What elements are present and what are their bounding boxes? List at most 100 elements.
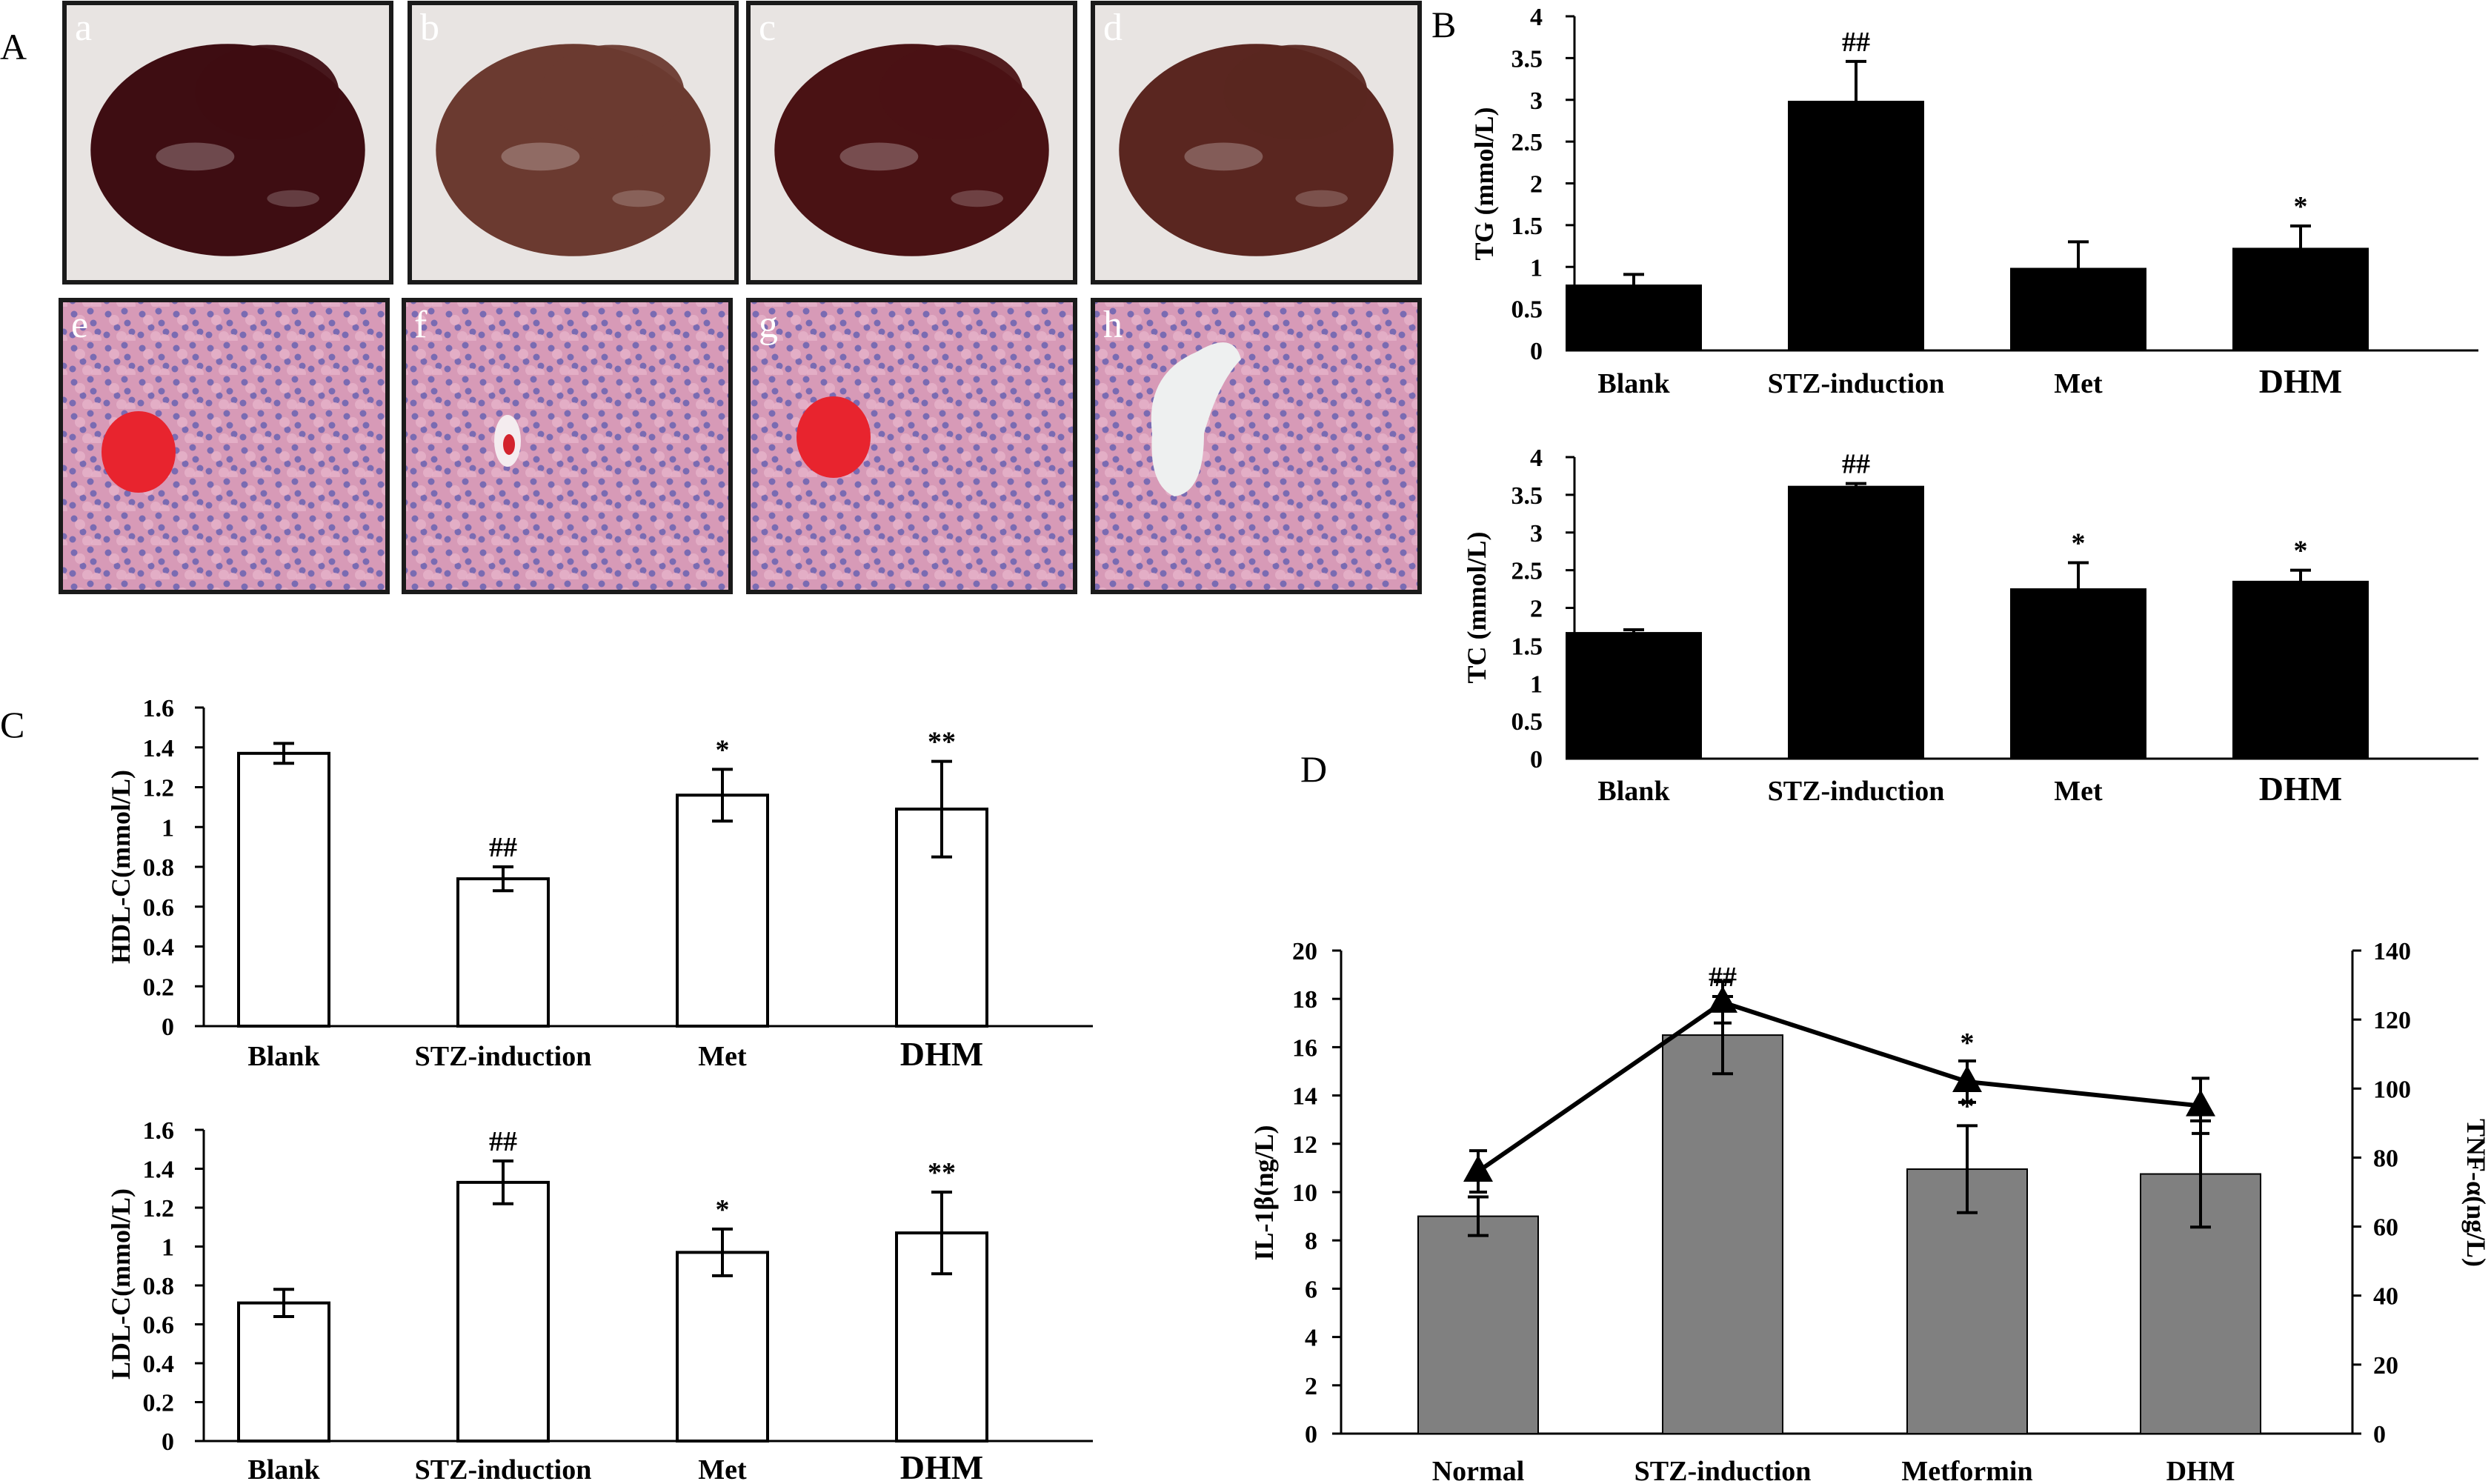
photo-frame [1091,298,1422,594]
x-category-label: STZ-induction [1768,368,1945,399]
significance-label: ** [928,727,956,758]
photo-g: g [746,298,1077,594]
x-category-label: Met [698,1041,747,1072]
x-category-label: Blank [1597,776,1670,807]
blood-vessel [503,434,515,455]
blood-vessel [1151,342,1241,496]
liver-highlight [267,190,319,207]
y-tick-label: 1 [162,1234,174,1262]
y-axis-label: HDL-C(mmol/L) [106,770,136,964]
bar-met [676,793,769,1028]
y-tick-label: 4 [1530,445,1543,472]
photo-letter-c: c [759,7,776,49]
x-category-label: Met [698,1454,747,1484]
photo-frame [402,298,733,594]
x-category-label: STZ-induction [415,1454,592,1484]
bar-blank [1566,632,1702,760]
x-category-label: Blank [247,1041,320,1072]
photo-letter-g: g [759,304,778,346]
photo-letter-e: e [71,304,88,346]
y2-tick-label: 20 [2373,1352,2398,1380]
bar-dhm [2232,247,2369,351]
liver-highlight [501,142,580,171]
significance-label: * [2072,528,2086,559]
y-tick-label: 0 [162,1014,174,1041]
y2-tick-label: 140 [2373,938,2411,965]
bar-stz-induction [456,1180,550,1443]
y-tick-label: 2 [1530,596,1543,623]
panel-label-a: A [0,26,27,67]
liver-highlight [612,190,665,207]
y-tick-label: 1 [1530,671,1543,698]
panel-label-d: D [1300,748,1327,790]
charts-layer: 0 0.5 1 1.5 2 2.5 3 3.5 4 TG (mmol/L) Blank ## STZ-i… [106,4,2491,1484]
x-category-label: DHM [2166,1456,2235,1484]
y-tick-label: 3.5 [1511,45,1543,73]
significance-label: * [1960,1091,1975,1122]
x-category-label: STZ-induction [1768,776,1945,807]
y-tick-label: 1 [162,814,174,842]
panel-label-c: C [0,704,24,745]
chart-tg: 0 0.5 1 1.5 2 2.5 3 3.5 4 TG (mmol/L) Blank ## STZ-i… [1469,4,2478,400]
y-tick-label: 1.6 [143,695,175,722]
y-tick-label: 1 [1530,254,1543,282]
y-tick-label: 6 [1305,1276,1317,1303]
bar-dhm [2232,580,2369,760]
y-tick-label: 0 [1305,1421,1317,1448]
photo-frame [408,1,739,285]
bar-stz-induction [1788,485,1924,759]
photo-e: e [59,298,390,594]
histology-texture [1093,300,1420,592]
x-category-label: DHM [2259,770,2342,808]
tnf-point-triangle [1952,1065,1982,1092]
y2-tick-label: 60 [2373,1214,2398,1242]
photo-frame [62,1,393,285]
histology-texture [404,300,731,592]
y-tick-label: 0.4 [143,1351,175,1378]
y2-tick-label: 0 [2373,1421,2386,1448]
tnf-significance-label: * [1960,1028,1975,1059]
y-tick-label: 0.2 [143,974,175,1001]
y-tick-label: 1.4 [143,1157,175,1184]
photo-frame [746,298,1077,594]
y-axis-label: TC (mmol/L) [1462,532,1491,684]
liver-highlight [839,142,919,171]
x-category-label: STZ-induction [1634,1456,1812,1484]
bar-stz-induction [1662,1034,1783,1434]
y-tick-label: 18 [1292,986,1317,1014]
photo-b: b [408,1,739,285]
photo-letter-h: h [1103,304,1123,346]
y-tick-label: 0.8 [143,1273,175,1300]
y-tick-label: 4 [1305,1325,1317,1352]
tnf-point-triangle [1463,1155,1493,1182]
panel-label-b: B [1431,4,1456,45]
x-category-label: STZ-induction [415,1041,592,1072]
y-tick-label: 8 [1305,1228,1317,1255]
y2-axis-label: TNF-α(ng/L) [2461,1119,2491,1267]
bar-stz-induction [1788,101,1924,351]
significance-label: ** [928,1157,956,1188]
significance-label: * [716,734,730,765]
liver-lobe [879,44,1023,140]
y-tick-label: 16 [1292,1034,1317,1062]
y-tick-label: 0 [1530,338,1543,365]
liver-lobe [195,44,339,140]
x-category-label: Met [2054,368,2103,399]
y-tick-label: 0.5 [1511,296,1543,324]
bar-met [2010,267,2146,352]
photo-frame [59,298,390,594]
y-tick-label: 0.5 [1511,708,1543,736]
y-tick-label: 2 [1305,1373,1317,1400]
y-tick-label: 10 [1292,1179,1317,1207]
y-tick-label: 1.2 [143,775,175,802]
y-tick-label: 0.2 [143,1390,175,1417]
bar-blank [237,751,330,1028]
liver-highlight [1295,190,1348,207]
y-tick-label: 14 [1292,1083,1317,1111]
bar-met [676,1251,769,1443]
bar-blank [237,1301,330,1443]
x-category-label: Blank [1597,368,1670,399]
y-tick-label: 1.2 [143,1195,175,1222]
photo-letter-b: b [420,7,439,49]
y-tick-label: 0.8 [143,854,175,882]
